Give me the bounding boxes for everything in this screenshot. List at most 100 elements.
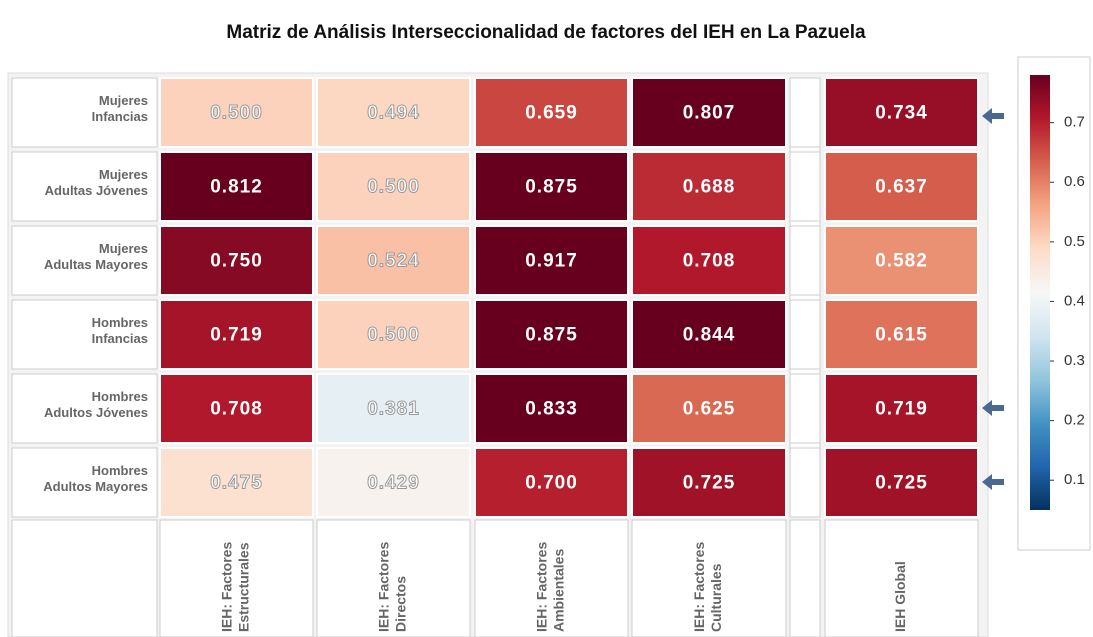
label-cell xyxy=(11,447,158,518)
row-label: Adultas Mayores xyxy=(44,257,148,272)
value-label: 0.844 xyxy=(683,325,736,346)
value-label: 0.625 xyxy=(683,399,736,420)
gap-cell xyxy=(789,225,821,296)
colorbar-tick-label: 0.7 xyxy=(1064,114,1085,131)
value-label: 0.494 xyxy=(367,103,420,124)
value-label: 0.875 xyxy=(525,177,578,198)
cell xyxy=(631,225,787,296)
cell xyxy=(824,373,979,444)
cell xyxy=(631,151,787,222)
value-label: 0.637 xyxy=(875,177,928,198)
cell xyxy=(631,447,787,518)
value-label: 0.917 xyxy=(525,251,578,272)
label-cell xyxy=(824,519,979,637)
value-label: 0.524 xyxy=(367,251,420,272)
gap-cell xyxy=(789,519,821,637)
cell xyxy=(824,299,979,370)
cell xyxy=(474,299,629,370)
label-cell xyxy=(316,519,471,637)
value-label: 0.700 xyxy=(525,473,578,494)
value-label: 0.659 xyxy=(525,103,578,124)
gap-cell xyxy=(789,299,821,370)
colorbar-tick-label: 0.3 xyxy=(1064,352,1085,369)
arrow xyxy=(982,474,1004,490)
label-cell xyxy=(631,519,787,637)
value-label: 0.734 xyxy=(875,103,928,124)
cell xyxy=(159,373,314,444)
value-label: 0.807 xyxy=(683,103,736,124)
value-label: 0.429 xyxy=(367,473,420,494)
cell xyxy=(316,299,471,370)
value-label: 0.500 xyxy=(367,177,420,198)
value-label: 0.381 xyxy=(367,399,420,420)
cell xyxy=(159,299,314,370)
cell xyxy=(316,225,471,296)
value-label: 0.500 xyxy=(210,103,263,124)
gap-cell xyxy=(789,373,821,444)
row-label: Adultas Jóvenes xyxy=(45,183,148,198)
cell xyxy=(474,447,629,518)
column-label: Culturales xyxy=(708,563,724,632)
value-label: 0.582 xyxy=(875,251,928,272)
label-cell xyxy=(11,519,158,637)
label-cell xyxy=(11,77,158,148)
row-label: Mujeres xyxy=(99,241,148,256)
row-label: Mujeres xyxy=(99,167,148,182)
colorbar xyxy=(1030,75,1050,510)
row-label: Adultos Mayores xyxy=(43,479,148,494)
label-cell xyxy=(11,225,158,296)
label-cell xyxy=(474,519,629,637)
colorbar-tick-label: 0.6 xyxy=(1064,173,1085,190)
label-cell xyxy=(11,299,158,370)
cell xyxy=(159,447,314,518)
value-label: 0.719 xyxy=(875,399,928,420)
cell xyxy=(474,77,629,148)
cell xyxy=(474,373,629,444)
arrow xyxy=(982,108,1004,124)
cell xyxy=(316,151,471,222)
cell xyxy=(474,151,629,222)
column-label: IEH: Factores xyxy=(534,542,550,632)
column-label: IEH: Factores xyxy=(691,542,707,632)
cell xyxy=(824,151,979,222)
cell xyxy=(316,77,471,148)
cell xyxy=(631,373,787,444)
colorbar-tick-label: 0.5 xyxy=(1064,233,1085,250)
row-label: Hombres xyxy=(92,389,148,404)
gap-cell xyxy=(789,77,821,148)
gap-cell xyxy=(789,77,821,518)
row-label: Mujeres xyxy=(99,93,148,108)
value-label: 0.719 xyxy=(210,325,263,346)
label-cell xyxy=(11,151,158,222)
value-label: 0.812 xyxy=(210,177,263,198)
column-label: Estructurales xyxy=(236,542,252,632)
column-label: Ambientales xyxy=(551,549,567,632)
label-cell xyxy=(159,519,314,637)
label-cell xyxy=(11,373,158,444)
value-label: 0.615 xyxy=(875,325,928,346)
cell xyxy=(159,77,314,148)
cell xyxy=(824,77,979,148)
arrows xyxy=(982,108,1004,490)
colorbar-tick-label: 0.4 xyxy=(1064,292,1085,309)
cell xyxy=(159,225,314,296)
row-label: Hombres xyxy=(92,315,148,330)
cell xyxy=(631,77,787,148)
colorbar-tick-label: 0.2 xyxy=(1064,412,1085,429)
cell xyxy=(316,447,471,518)
cell xyxy=(474,225,629,296)
column-label: IEH Global xyxy=(892,561,908,632)
value-label: 0.725 xyxy=(683,473,736,494)
cell xyxy=(316,373,471,444)
row-label: Adultos Jóvenes xyxy=(44,405,148,420)
value-label: 0.475 xyxy=(210,473,263,494)
row-label: Infancias xyxy=(92,331,148,346)
cell xyxy=(824,225,979,296)
gap-cell xyxy=(789,151,821,222)
column-label: Directos xyxy=(393,576,409,632)
arrow xyxy=(982,400,1004,416)
value-label: 0.725 xyxy=(875,473,928,494)
colorbar-tick-label: 0.1 xyxy=(1064,471,1085,488)
cell xyxy=(159,151,314,222)
